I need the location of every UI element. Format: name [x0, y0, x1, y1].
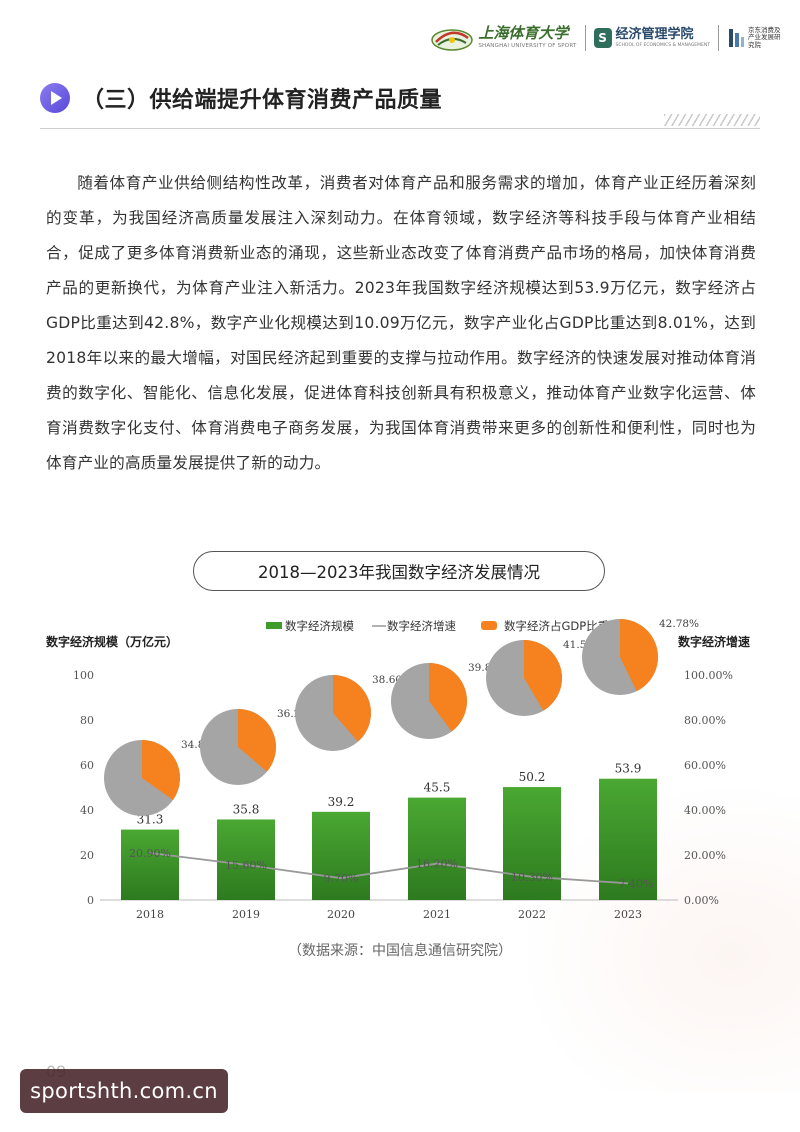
legend-swatch-pie	[481, 621, 497, 630]
body-paragraph: 随着体育产业供给侧结构性改革，消费者对体育产品和服务需求的增加，体育产业正经历着…	[46, 174, 756, 472]
x-tick-label: 2023	[614, 908, 642, 921]
university-name: 上海体育大学	[478, 24, 569, 43]
left-tick-label: 100	[73, 669, 94, 682]
left-tick-label: 40	[80, 804, 94, 817]
legend-swatch-bar	[266, 622, 282, 629]
chart-title: 2018—2023年我国数字经济发展情况	[193, 551, 605, 591]
pie-slice	[620, 619, 658, 692]
growth-value-label: 16.20%	[416, 858, 458, 871]
pie-value-label: 42.78%	[659, 618, 699, 630]
legend-label: 数字经济增速	[387, 619, 456, 633]
x-tick-label: 2018	[136, 908, 164, 921]
bar-value-label: 53.9	[615, 762, 642, 776]
logo-divider	[718, 25, 719, 51]
x-tick-label: 2019	[232, 908, 260, 921]
right-tick-label: 100.00%	[684, 669, 733, 682]
right-axis-label: 数字经济增速	[678, 634, 750, 649]
bar	[312, 811, 370, 900]
bar-value-label: 50.2	[519, 770, 546, 784]
right-tick-label: 0.00%	[684, 894, 719, 907]
bar-value-label: 31.3	[137, 813, 164, 827]
header-logos: 上海体育大学 SHANGHAI UNIVERSITY OF SPORT S 经济…	[430, 18, 782, 58]
left-axis-label: 数字经济规模（万亿元）	[46, 634, 178, 649]
growth-value-label: 10.30%	[511, 871, 553, 884]
pie-slice	[524, 640, 562, 711]
bar	[217, 819, 275, 900]
bar-value-label: 39.2	[328, 795, 355, 809]
title-divider	[40, 128, 760, 129]
right-tick-label: 80.00%	[684, 714, 726, 727]
institute-name: 京东消费及产业发展研究院	[748, 25, 781, 49]
bar	[408, 797, 466, 900]
institute-logo: 京东消费及产业发展研究院	[727, 25, 782, 49]
growth-value-label: 9.70%	[324, 872, 359, 885]
growth-value-label: 15.60%	[225, 859, 267, 872]
university-emblem-icon	[431, 29, 474, 51]
title-stripes-decoration	[664, 114, 760, 126]
left-tick-label: 60	[80, 759, 94, 772]
pie-slice	[238, 709, 276, 772]
x-tick-label: 2022	[518, 908, 546, 921]
bar-value-label: 45.5	[424, 781, 451, 795]
institute-mark-icon	[729, 29, 744, 47]
section-header: （三）供给端提升体育消费产品质量	[40, 80, 760, 116]
growth-value-label: 20.90%	[129, 847, 171, 860]
pie-slice	[333, 675, 371, 742]
bar	[121, 829, 179, 900]
bar	[503, 787, 561, 900]
bar-value-label: 35.8	[233, 802, 260, 816]
x-tick-label: 2020	[327, 908, 355, 921]
university-name-en: SHANGHAI UNIVERSITY OF SPORT	[478, 43, 577, 50]
left-tick-label: 0	[87, 894, 94, 907]
right-tick-label: 40.00%	[684, 804, 726, 817]
digital-economy-chart: 数字经济规模 数字经济增速 数字经济占GDP比重 数字经济规模（万亿元） 数字经…	[46, 618, 750, 921]
left-tick-label: 80	[80, 714, 94, 727]
school-mark-icon: S	[593, 28, 612, 48]
pie-slice	[142, 740, 181, 800]
right-tick-label: 20.00%	[684, 849, 726, 862]
legend-label: 数字经济占GDP比重	[504, 619, 609, 633]
growth-line	[149, 852, 629, 885]
x-tick-label: 2021	[423, 908, 451, 921]
pie-slice	[429, 663, 467, 732]
bar	[599, 778, 657, 900]
left-tick-label: 20	[80, 849, 94, 862]
logo-divider	[584, 25, 586, 51]
growth-value-label: 7.40%	[619, 877, 654, 890]
watermark: sportshth.com.cn	[20, 1069, 228, 1113]
legend-label: 数字经济规模	[285, 619, 354, 633]
source-note: （数据来源：中国信息通信研究院）	[288, 943, 512, 959]
section-title: （三）供给端提升体育消费产品质量	[82, 88, 443, 113]
play-icon	[40, 83, 70, 113]
school-name-en: SCHOOL OF ECONOMICS & MANAGEMENT	[615, 42, 710, 48]
right-tick-label: 60.00%	[684, 759, 726, 772]
school-logo: S 经济管理学院 SCHOOL OF ECONOMICS & MANAGEMEN…	[593, 26, 710, 49]
school-name: 经济管理学院	[615, 26, 694, 42]
university-logo: 上海体育大学 SHANGHAI UNIVERSITY OF SPORT	[430, 24, 576, 52]
chart-legend: 数字经济规模 数字经济增速 数字经济占GDP比重	[266, 619, 609, 633]
